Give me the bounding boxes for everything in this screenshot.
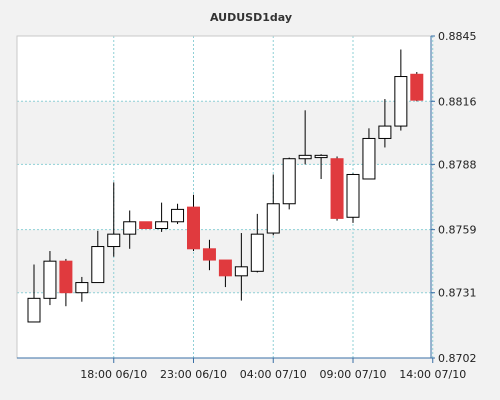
candle-up	[298, 154, 312, 160]
candle-up	[123, 221, 137, 235]
candle-up	[43, 260, 57, 299]
candle-down	[218, 259, 232, 277]
x-axis-ticks: 18:00 06/10 23:00 06/10 04:00 07/10 09:00 0…	[80, 358, 466, 381]
axes	[16, 35, 432, 359]
y-tick-label: 0.8759	[438, 224, 477, 237]
candle-up	[250, 233, 264, 272]
y-tick-label: 0.8845	[438, 30, 477, 43]
candle-up	[155, 221, 169, 230]
y-tick-label: 0.8788	[438, 158, 477, 171]
chart-title: AUDUSD1day	[210, 11, 292, 24]
candle-up	[75, 282, 89, 294]
candle-up	[107, 233, 121, 248]
candle-up	[266, 203, 280, 234]
candle-up	[27, 297, 41, 323]
y-axis-ticks: 0.8845 0.8816 0.8788 0.8759 0.8731 0.8702	[431, 30, 477, 365]
y-tick-label: 0.8731	[438, 287, 477, 300]
candle-down	[410, 73, 424, 101]
candle-down	[202, 248, 216, 261]
candle-up	[362, 137, 376, 180]
candles	[27, 49, 424, 323]
candle-down	[59, 260, 73, 294]
y-tick-label: 0.8702	[438, 352, 477, 365]
candle-up	[378, 125, 392, 139]
x-tick-label: 18:00 06/10	[80, 368, 147, 381]
plot-band	[17, 101, 431, 165]
x-tick-label: 14:00 07/10	[399, 368, 466, 381]
candle-up	[394, 76, 408, 127]
candle-up	[314, 154, 328, 159]
candle-up	[91, 246, 105, 284]
candle-up	[234, 266, 248, 277]
x-tick-label: 04:00 07/10	[240, 368, 307, 381]
y-tick-label: 0.8816	[438, 95, 477, 108]
candle-up	[346, 173, 360, 218]
candle-down	[330, 158, 344, 219]
x-tick-label: 09:00 07/10	[320, 368, 387, 381]
plot-bands	[17, 36, 431, 358]
plot-area	[17, 36, 431, 358]
candle-down	[139, 221, 153, 230]
candle-down	[187, 206, 200, 250]
x-tick-label: 23:00 06/10	[160, 368, 227, 381]
candle-up	[171, 208, 185, 223]
candle-up	[282, 158, 296, 205]
